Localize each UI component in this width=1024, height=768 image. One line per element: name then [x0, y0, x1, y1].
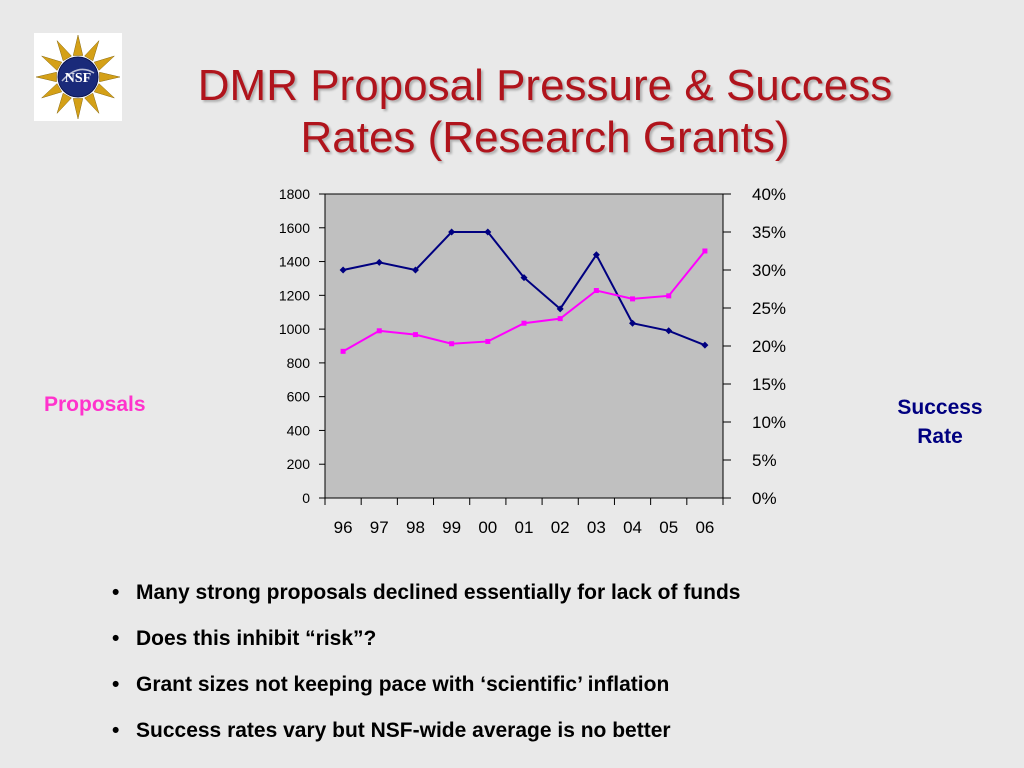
bullet-text: Many strong proposals declined essential…	[136, 581, 741, 604]
x-axis-tick-label: 03	[587, 518, 606, 537]
proposals-point	[592, 251, 600, 259]
right-axis-tick-label: 30%	[752, 261, 786, 280]
bullet-item: • Does this inhibit “risk”?	[112, 627, 377, 650]
right-axis-tick-label: 15%	[752, 375, 786, 394]
x-axis-tick-label: 96	[334, 518, 353, 537]
bullet-text: Success rates vary but NSF-wide average …	[136, 719, 671, 742]
right-axis-tick-label: 25%	[752, 299, 786, 318]
proposals-point	[484, 228, 492, 236]
proposals-point	[339, 266, 347, 274]
x-axis-tick-label: 04	[623, 518, 642, 537]
proposals-point	[665, 327, 673, 335]
bullet-text: Grant sizes not keeping pace with ‘scien…	[136, 673, 670, 696]
x-axis-tick-label: 97	[370, 518, 389, 537]
right-axis-tick-label: 40%	[752, 185, 786, 204]
slide-title: DMR Proposal Pressure & Success Rates (R…	[150, 60, 940, 164]
right-axis-label: Success Rate	[880, 393, 1000, 451]
proposals-point	[448, 228, 456, 236]
slide-title-line1: DMR Proposal Pressure & Success	[197, 61, 893, 110]
proposals-point	[629, 319, 637, 327]
x-axis-tick-label: 06	[695, 518, 714, 537]
success-rate-point	[666, 293, 672, 299]
x-axis-tick-label: 05	[659, 518, 678, 537]
left-axis-label: Proposals	[44, 393, 146, 416]
proposals-point	[556, 305, 564, 313]
right-axis-tick-label: 0%	[752, 489, 777, 508]
right-axis-label-line2: Rate	[917, 425, 963, 448]
left-axis-tick-label: 400	[287, 422, 311, 438]
bullet-list: • Many strong proposals declined essentia…	[112, 578, 740, 762]
proposals-point	[411, 266, 419, 274]
x-axis-tick-label: 01	[515, 518, 534, 537]
bullet-text: Does this inhibit “risk”?	[136, 627, 377, 650]
x-axis-tick-label: 98	[406, 518, 425, 537]
success-rate-point	[340, 348, 346, 354]
success-rate-point	[557, 316, 563, 322]
bullet-item: • Many strong proposals declined essentia…	[112, 581, 741, 604]
x-axis-tick-label: 99	[442, 518, 461, 537]
success-rate-point	[630, 296, 636, 302]
x-axis-tick-label: 00	[478, 518, 497, 537]
right-axis-label-line1: Success	[897, 396, 983, 419]
success-rate-point	[449, 341, 455, 347]
success-rate-point	[593, 288, 599, 294]
left-axis-tick-label: 800	[287, 355, 311, 371]
x-axis-tick-label: 02	[551, 518, 570, 537]
left-axis-tick-label: 1200	[279, 287, 310, 303]
bullet-item: • Success rates vary but NSF-wide average…	[112, 719, 671, 742]
proposals-point	[701, 341, 709, 349]
right-axis-tick-label: 10%	[752, 413, 786, 432]
nsf-logo-text: NSF	[65, 71, 91, 86]
left-axis-tick-label: 0	[302, 490, 310, 506]
success-rate-point	[702, 248, 708, 254]
proposals-point	[520, 274, 528, 282]
slide-title-line2: Rates (Research Grants)	[300, 113, 790, 162]
left-axis-tick-label: 1400	[279, 254, 310, 270]
bullet-item: • Grant sizes not keeping pace with ‘scie…	[112, 673, 670, 696]
left-axis-tick-label: 1000	[279, 321, 310, 337]
success-rate-point	[521, 320, 527, 326]
left-axis-tick-label: 200	[287, 456, 311, 472]
left-axis-tick-label: 1800	[279, 186, 310, 202]
right-axis-tick-label: 5%	[752, 451, 777, 470]
right-axis-tick-label: 20%	[752, 337, 786, 356]
success-rate-point	[376, 328, 382, 334]
nsf-logo: NSF	[34, 33, 122, 121]
plot-area	[324, 193, 724, 499]
left-axis-tick-label: 1600	[279, 220, 310, 236]
success-rate-point	[412, 332, 418, 338]
left-axis-tick-label: 600	[287, 389, 311, 405]
success-rate-point	[485, 338, 491, 344]
nsf-logo-icon: NSF	[35, 34, 121, 120]
proposals-point	[375, 258, 383, 266]
right-axis-tick-label: 35%	[752, 223, 786, 242]
